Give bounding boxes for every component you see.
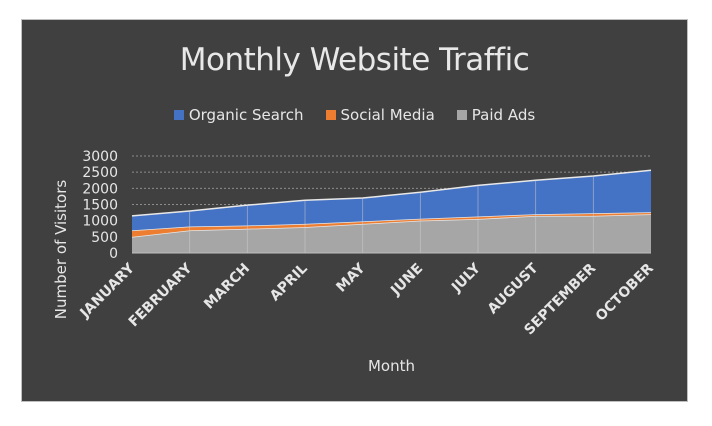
x-tick-label: AUGUST	[485, 260, 542, 317]
legend-item-paid-ads: Paid Ads	[456, 106, 536, 124]
legend-swatch	[456, 110, 467, 120]
area-social-media	[132, 212, 651, 237]
y-tick-label: 500	[91, 230, 118, 246]
area-paid-ads	[132, 214, 651, 253]
x-tick-label: OCTOBER	[593, 260, 657, 324]
y-tick-label: 2000	[82, 181, 118, 197]
area-edge-organic-search	[131, 169, 652, 217]
y-tick-label: 1000	[82, 214, 118, 230]
x-tick-label: JULY	[448, 260, 484, 296]
legend-label: Organic Search	[188, 106, 304, 124]
y-axis-title: Number of Visitors	[52, 180, 70, 320]
x-tick-label: MAY	[333, 260, 369, 296]
y-tick-label: 1500	[82, 198, 118, 214]
legend-swatch	[325, 110, 336, 120]
x-tick-label: MARCH	[201, 261, 253, 313]
x-tick-label: JUNE	[387, 261, 426, 300]
legend-item-organic-search: Organic Search	[173, 106, 304, 124]
x-tick-label: JANUARY	[77, 260, 139, 322]
y-tick-label: 2500	[82, 165, 118, 181]
chart-title: Monthly Website Traffic	[179, 42, 530, 78]
area-organic-search	[132, 170, 651, 231]
legend: Organic Search Social Media Paid Ads	[22, 106, 687, 124]
x-tick-label: APRIL	[267, 260, 311, 304]
chart-area: Monthly Website Traffic Organic Search So…	[21, 19, 688, 402]
y-tick-label: 3000	[82, 149, 118, 165]
y-tick-label: 0	[109, 246, 118, 262]
legend-swatch	[173, 110, 184, 120]
x-axis-title: Month	[368, 357, 415, 375]
legend-label: Paid Ads	[471, 106, 536, 124]
legend-label: Social Media	[340, 106, 435, 124]
area-edge-paid-ads	[131, 213, 652, 238]
legend-item-social-media: Social Media	[325, 106, 435, 124]
